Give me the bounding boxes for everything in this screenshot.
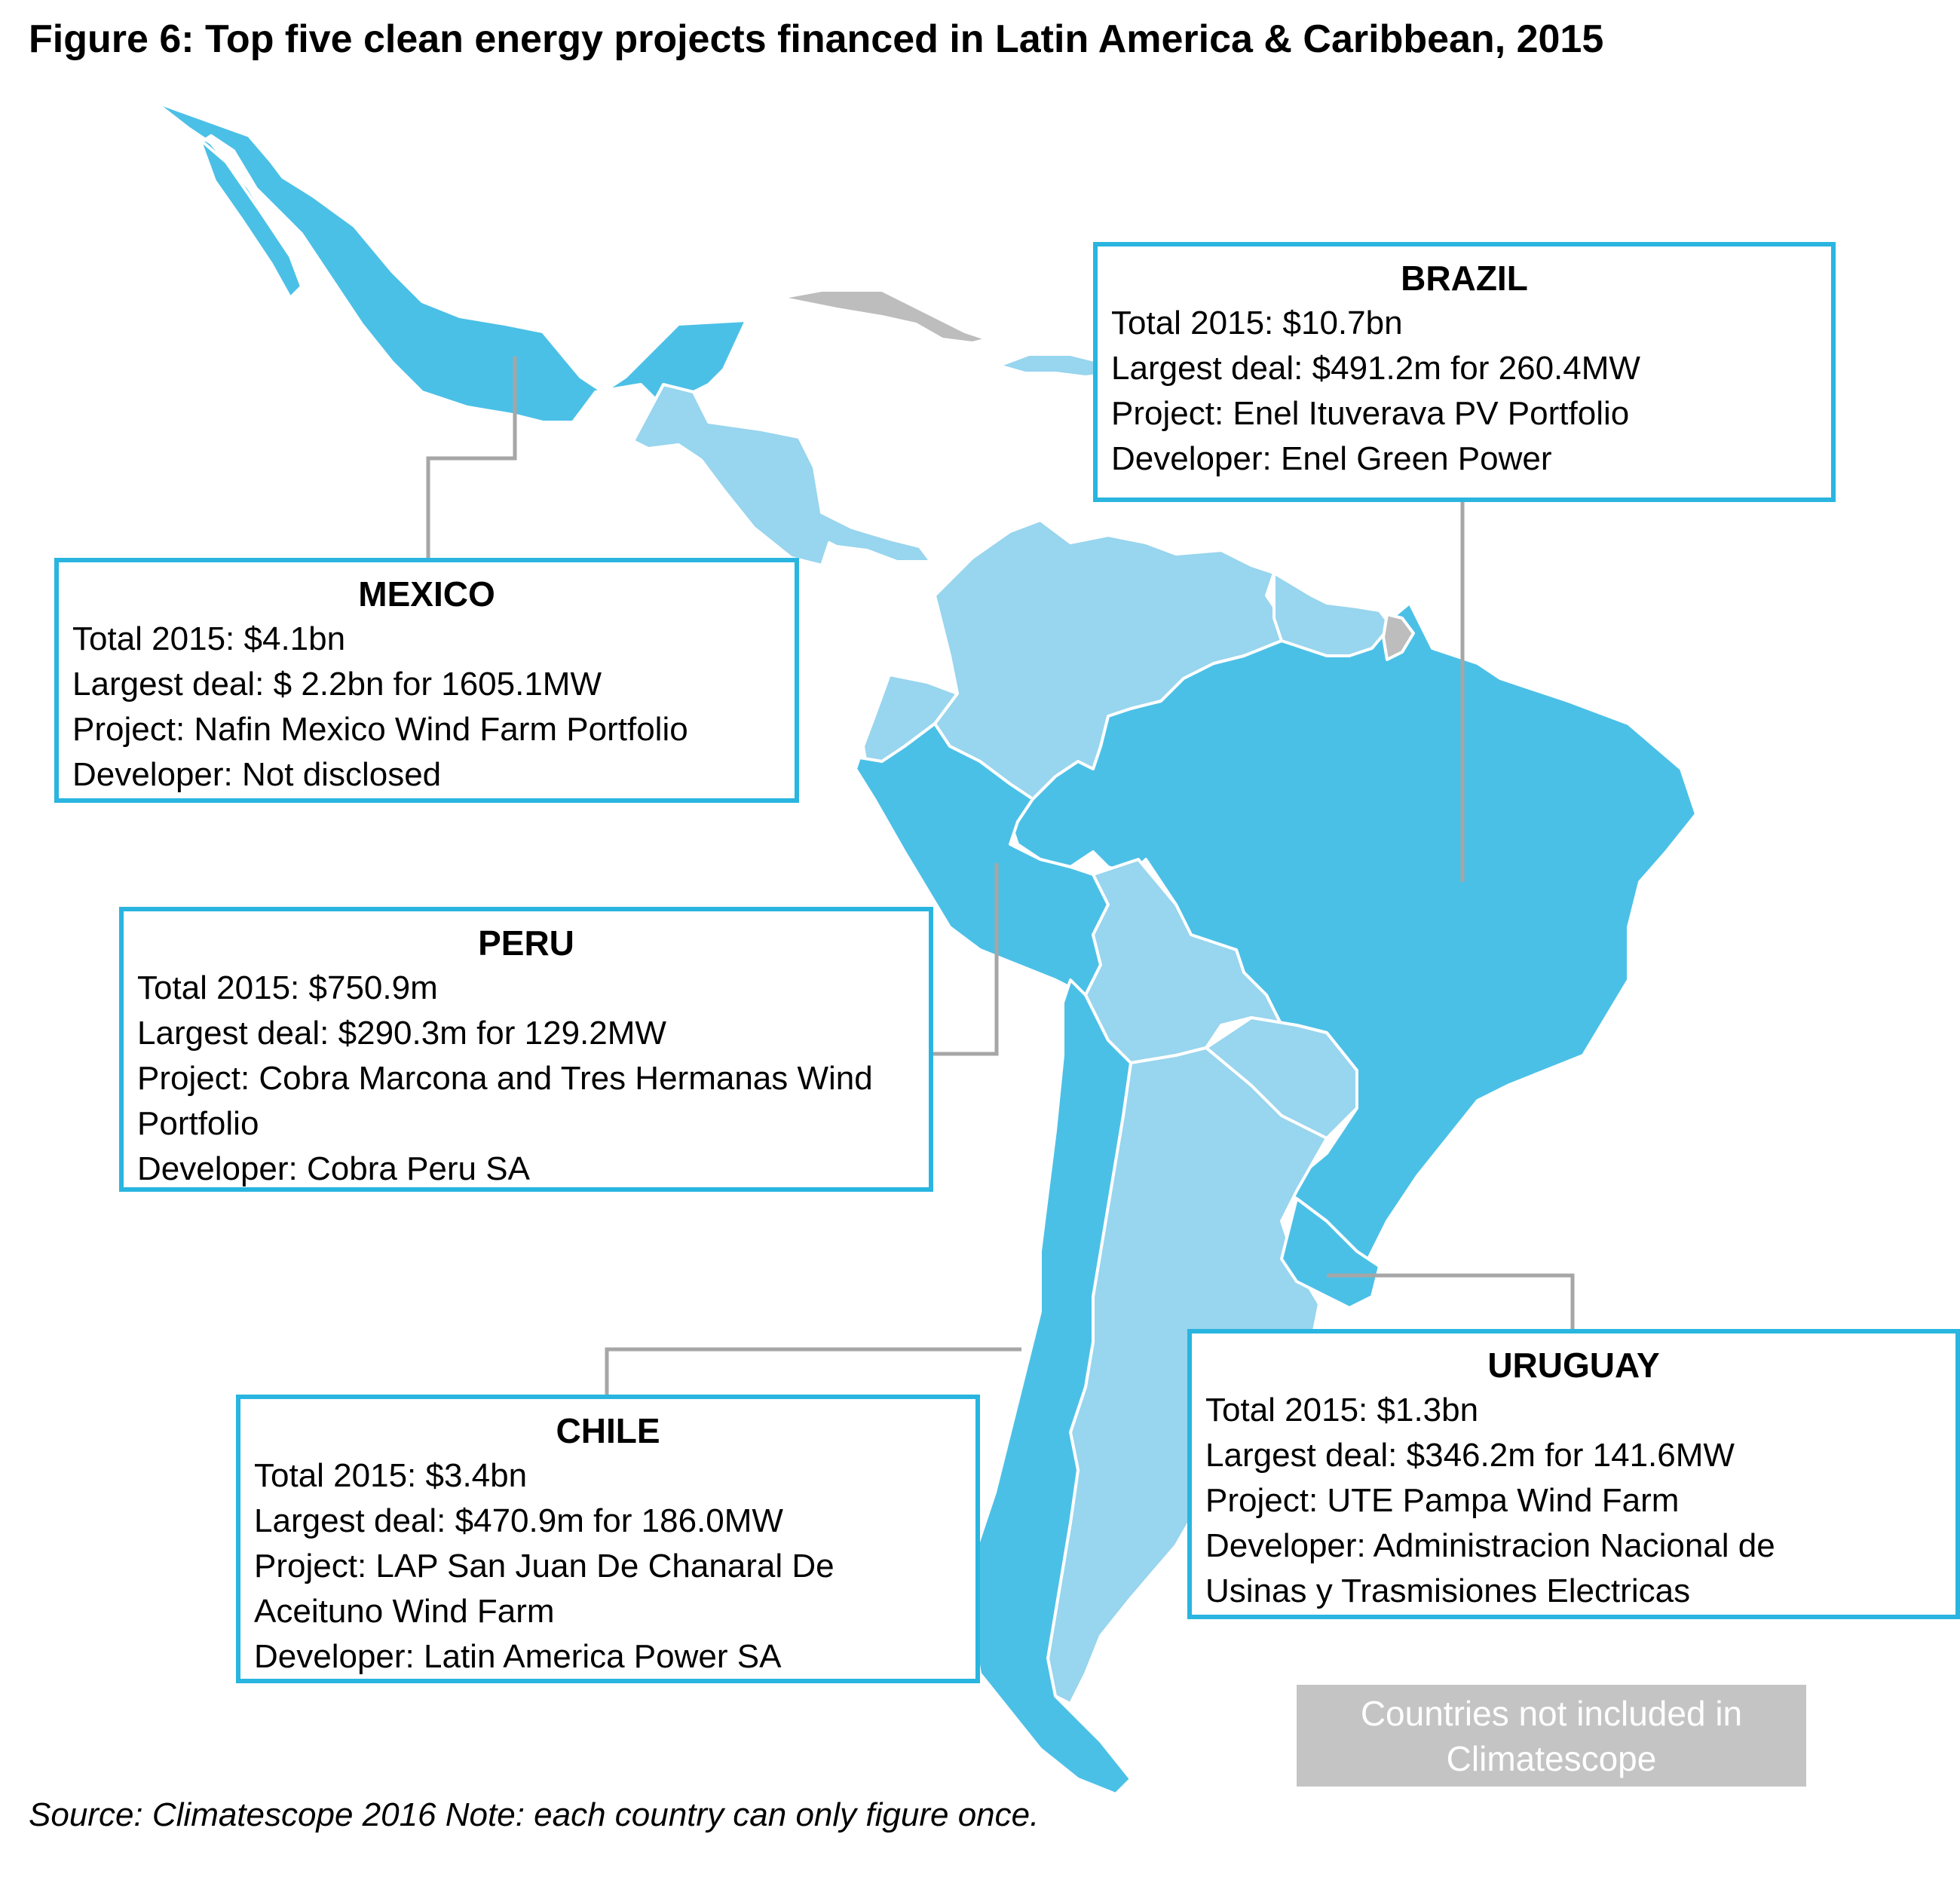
mexico-region <box>153 100 748 424</box>
callout-developer: Developer: Enel Green Power <box>1111 440 1552 477</box>
bolivia-region <box>1084 858 1283 1064</box>
legend-text-line2: Climatescope <box>1446 1738 1657 1778</box>
guianas-region <box>1272 571 1392 657</box>
baja-peninsula <box>198 138 303 299</box>
callout-project: Project: Enel Ituverava PV Portfolio <box>1111 395 1630 432</box>
callout-country: PERU <box>478 923 574 963</box>
callout-country: BRAZIL <box>1401 259 1528 298</box>
callout-chile: CHILE Total 2015: $3.4bn Largest deal: $… <box>236 1395 980 1683</box>
callout-peru: PERU Total 2015: $750.9m Largest deal: $… <box>119 907 933 1192</box>
callout-developer: Developer: Administracion Nacional de Us… <box>1205 1527 1775 1609</box>
uruguay-leader-line <box>1327 1273 1575 1329</box>
central-america-region <box>632 383 933 567</box>
callout-country: CHILE <box>556 1411 660 1450</box>
callout-country: MEXICO <box>358 574 495 614</box>
callout-project: Project: Cobra Marcona and Tres Hermanas… <box>137 1060 873 1142</box>
callout-total: Total 2015: $1.3bn <box>1205 1392 1479 1428</box>
legend-text-line1: Countries not included in <box>1360 1693 1743 1733</box>
callout-largest-deal: Largest deal: $470.9m for 186.0MW <box>254 1502 783 1539</box>
source-note: Source: Climatescope 2016 Note: each cou… <box>29 1796 1040 1833</box>
callout-developer: Developer: Cobra Peru SA <box>137 1150 530 1187</box>
callout-total: Total 2015: $10.7bn <box>1111 305 1403 341</box>
callout-project: Project: Nafin Mexico Wind Farm Portfoli… <box>72 711 688 748</box>
callout-total: Total 2015: $3.4bn <box>254 1457 528 1494</box>
callout-project: Project: LAP San Juan De Chanaral De Ace… <box>254 1548 835 1630</box>
mexico-leader-line <box>426 357 517 562</box>
callout-largest-deal: Largest deal: $290.3m for 129.2MW <box>137 1015 666 1052</box>
chile-region <box>963 978 1132 1796</box>
callout-country: URUGUAY <box>1487 1346 1660 1385</box>
callout-developer: Developer: Not disclosed <box>72 756 442 793</box>
cuba-region <box>779 289 989 344</box>
callout-developer: Developer: Latin America Power SA <box>254 1638 782 1675</box>
callout-brazil: BRAZIL Total 2015: $10.7bn Largest deal:… <box>1093 242 1836 502</box>
peru-leader-line <box>933 863 999 1056</box>
callout-mexico: MEXICO Total 2015: $4.1bn Largest deal: … <box>54 558 799 803</box>
callout-largest-deal: Largest deal: $491.2m for 260.4MW <box>1111 350 1640 387</box>
callout-total: Total 2015: $750.9m <box>137 969 438 1006</box>
callout-largest-deal: Largest deal: $346.2m for 141.6MW <box>1205 1437 1735 1474</box>
french-guiana-region <box>1382 613 1415 661</box>
legend-not-included: Countries not included in Climatescope <box>1297 1685 1806 1787</box>
callout-largest-deal: Largest deal: $ 2.2bn for 1605.1MW <box>72 666 602 703</box>
figure-title: Figure 6: Top five clean energy projects… <box>29 17 1604 61</box>
callout-total: Total 2015: $4.1bn <box>72 620 346 657</box>
callout-project: Project: UTE Pampa Wind Farm <box>1205 1482 1680 1519</box>
chile-leader-line <box>605 1347 1021 1396</box>
callout-uruguay: URUGUAY Total 2015: $1.3bn Largest deal:… <box>1187 1329 1960 1619</box>
uruguay-region <box>1280 1197 1381 1309</box>
